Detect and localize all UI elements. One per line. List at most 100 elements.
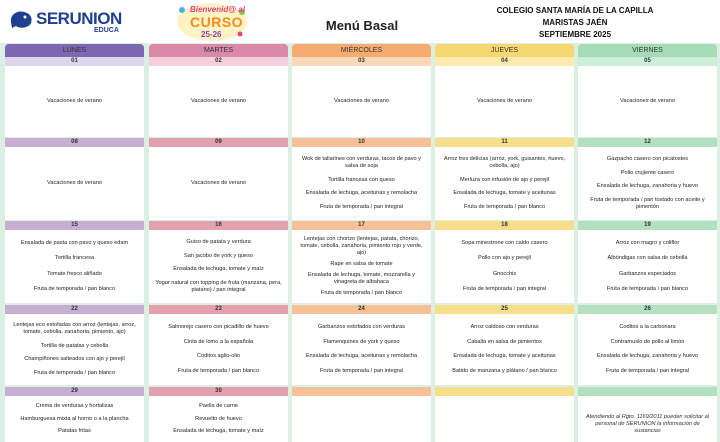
menu-cell: Salmorejo casero con picadillo de huevo C…	[149, 314, 288, 385]
menu-cell: Sopa minestrone con caldo casero Pollo co…	[435, 230, 574, 303]
dish: Gazpacho casero con picatostes	[606, 155, 689, 162]
dish: Ensalada de lechuga, tomate y aceitunas	[453, 190, 556, 197]
date-bar: 30	[149, 387, 288, 396]
dish: Vacaciones de verano	[191, 180, 246, 186]
date-bar: 18	[435, 221, 574, 230]
dish: Vacaciones de verano	[334, 98, 389, 104]
menu-cell: Vacaciones de verano	[5, 66, 144, 137]
menu-cell: Garbanzos estofados con verduras Flamenqu…	[292, 314, 431, 385]
dish: Vacaciones de verano	[47, 98, 102, 104]
dish: Contramuslo de pollo al limón	[610, 338, 685, 345]
badge-bg	[177, 3, 247, 41]
dish: Batido de manzana y plátano / pan blanco	[452, 368, 557, 375]
dish: Gnocchis	[492, 270, 517, 277]
date-bar: 08	[5, 138, 144, 147]
menu-cell: Vacaciones de verano	[149, 147, 288, 220]
dish: Sopa minestrone con caldo casero	[461, 240, 548, 247]
dish: Fruta de temporada / pan blanco	[33, 369, 116, 376]
dish: Lentejas eco estofadas con arroz (lentej…	[13, 322, 136, 336]
title: Menú Basal	[325, 18, 399, 33]
date-bar: 09	[149, 138, 288, 147]
menu-cell: Paella de carne Revuelto de huevo Ensalada…	[149, 396, 288, 442]
school-line: MARISTAS JAÉN	[542, 18, 608, 27]
dish: Ensalada de pasta con pavo y queso edam	[20, 240, 129, 247]
logo-sub: EDUCA	[94, 27, 119, 34]
dish: Garbanzos estofados con verduras	[317, 323, 406, 330]
dish: Yogur natural con topping de fruta (manz…	[155, 280, 282, 294]
dish: Vacaciones de verano	[191, 98, 246, 104]
dish: Merluza con infusión de ajo y perejil	[460, 176, 549, 183]
dish: Arroz caldoso con verduras	[470, 323, 539, 330]
dish: Ensalada de lechuga, aceitunas y remolac…	[305, 353, 418, 360]
date-bar: 05	[578, 57, 717, 66]
dish: Fruta de temporada / pan integral	[319, 368, 404, 375]
dish: Hamburguesa mixta al horno o a la planch…	[20, 415, 129, 422]
dish: Vacaciones de verano	[620, 98, 675, 104]
dish: Ensalada de lechuga, tomate, mozzarella …	[308, 272, 415, 285]
date-bar: 25	[435, 305, 574, 314]
dish: Lentejas con chorizo (lentejas, patata, …	[300, 236, 423, 256]
menu-cell: Vacaciones de verano	[578, 66, 717, 137]
dish: Salmorejo casero con picadillo de huevo	[168, 323, 269, 330]
school-line: SEPTIEMBRE 2025	[538, 30, 612, 39]
menu-cell: Ensalada de pasta con pavo y queso edam T…	[5, 230, 144, 303]
dish: Ensalada de lechuga, zanahoria y huevo	[596, 353, 699, 360]
day-header: JUEVES	[435, 44, 574, 57]
logo: SERUNION	[36, 9, 122, 28]
date-bar: 04	[435, 57, 574, 66]
menu-cell: Guiso de patata y verdura San jacobo de y…	[149, 230, 288, 303]
menu-cell	[292, 396, 431, 442]
menu-cell: Vacaciones de verano	[5, 147, 144, 220]
day-header: MARTES	[149, 44, 288, 57]
dish: Coditos aglio-olio	[197, 353, 240, 360]
dish: San jacobo de york y queso	[183, 252, 254, 259]
date-bar: 23	[149, 305, 288, 314]
menu-cell: Arroz caldoso con verduras Caballa en sal…	[435, 314, 574, 385]
dish: Fruta de temporada / pan tostado con ace…	[590, 197, 705, 211]
date-bar	[292, 387, 431, 396]
allergen-note: Atendiendo al Rgto. 1169/2011 pueden sol…	[586, 414, 709, 434]
date-bar: 26	[578, 305, 717, 314]
badge-line: Bienvenid@ al	[190, 5, 245, 14]
dish: Tortilla francesa con queso	[328, 176, 395, 183]
dish: Patatas fritas	[58, 427, 91, 434]
menu-cell: Vacaciones de verano	[149, 66, 288, 137]
dish: Ensalada de lechuga, zanahoria y huevo	[596, 183, 699, 190]
dish: Garbanzos especiados	[618, 270, 677, 277]
dish: Caballa en salsa de pimientos	[467, 338, 542, 345]
dish: Fruta de temporada / pan blanco	[463, 204, 546, 211]
date-bar: 03	[292, 57, 431, 66]
menu-cell: Wok de tallarines con verduras, tacos de…	[292, 147, 431, 220]
dish: Fruta de temporada / pan blanco	[177, 368, 260, 375]
date-bar: 29	[5, 387, 144, 396]
date-bar: 22	[5, 305, 144, 314]
logo-icon	[10, 11, 32, 28]
dish: Cinta de lomo a la española	[183, 338, 254, 345]
dish: Pollo con ajo y perejil	[478, 255, 531, 262]
menu-cell: Vacaciones de verano	[435, 66, 574, 137]
dish: Paella de carne	[199, 403, 238, 410]
date-bar: 16	[149, 221, 288, 230]
dish: Tortilla francesa	[54, 255, 95, 262]
dish: Wok de tallarines con verduras, tacos de…	[302, 155, 421, 169]
dish: Pollo crujiente casero	[620, 169, 675, 176]
badge-line: 25-26	[201, 30, 222, 39]
dish: Arroz con magro y coliflor	[615, 240, 680, 247]
dish: Coditos a la carbonara	[619, 323, 676, 330]
menu-cell	[435, 396, 574, 442]
date-bar	[578, 387, 717, 396]
date-bar: 11	[435, 138, 574, 147]
dish: Ensalada de lechuga, tomate y aceitunas	[453, 353, 556, 360]
date-bar: 12	[578, 138, 717, 147]
dish: Fruta de temporada / pan integral	[462, 285, 547, 292]
menu-cell: Arroz tres delicias (arroz, york, guisan…	[435, 147, 574, 220]
dish: Rape en salsa de tomate	[330, 261, 393, 267]
day-header: MIÉRCOLES	[292, 44, 431, 57]
dish: Ensalada de lechuga, aceitunas y remolac…	[305, 190, 418, 197]
date-bar: 10	[292, 138, 431, 147]
badge-line: CURSO	[190, 14, 244, 30]
menu-cell: Crema de verduras y hortalizas Hamburgues…	[5, 396, 144, 442]
dish: Fruta de temporada / pan blanco	[606, 285, 689, 292]
dish: Crema de verduras y hortalizas	[35, 403, 114, 410]
